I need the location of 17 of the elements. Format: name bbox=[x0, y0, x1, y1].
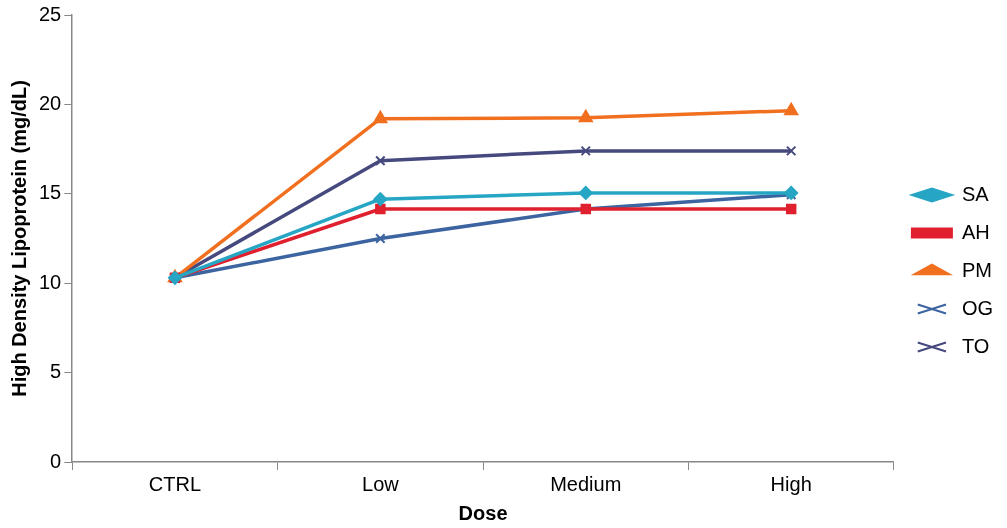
legend-label: OG bbox=[961, 296, 994, 319]
legend-label: SA bbox=[961, 182, 990, 205]
x-tick-label: CTRL bbox=[148, 472, 202, 495]
legend-label: AH bbox=[961, 220, 990, 243]
x-axis-title: Dose bbox=[458, 501, 508, 524]
legend-label: PM bbox=[961, 258, 992, 281]
y-tick-label: 5 bbox=[50, 360, 62, 383]
y-tick-label: 0 bbox=[50, 449, 62, 472]
x-tick-label: Low bbox=[362, 472, 400, 495]
legend-label: TO bbox=[961, 334, 990, 357]
y-axis-title: High Density Lipoprotein (mg/dL) bbox=[7, 80, 30, 397]
y-tick-label: 10 bbox=[39, 270, 62, 293]
y-tick-label: 25 bbox=[39, 2, 62, 25]
y-tick-label: 20 bbox=[39, 91, 62, 114]
x-tick-label: Medium bbox=[550, 472, 622, 495]
x-tick-label: High bbox=[770, 472, 812, 495]
y-tick-label: 15 bbox=[39, 181, 62, 204]
